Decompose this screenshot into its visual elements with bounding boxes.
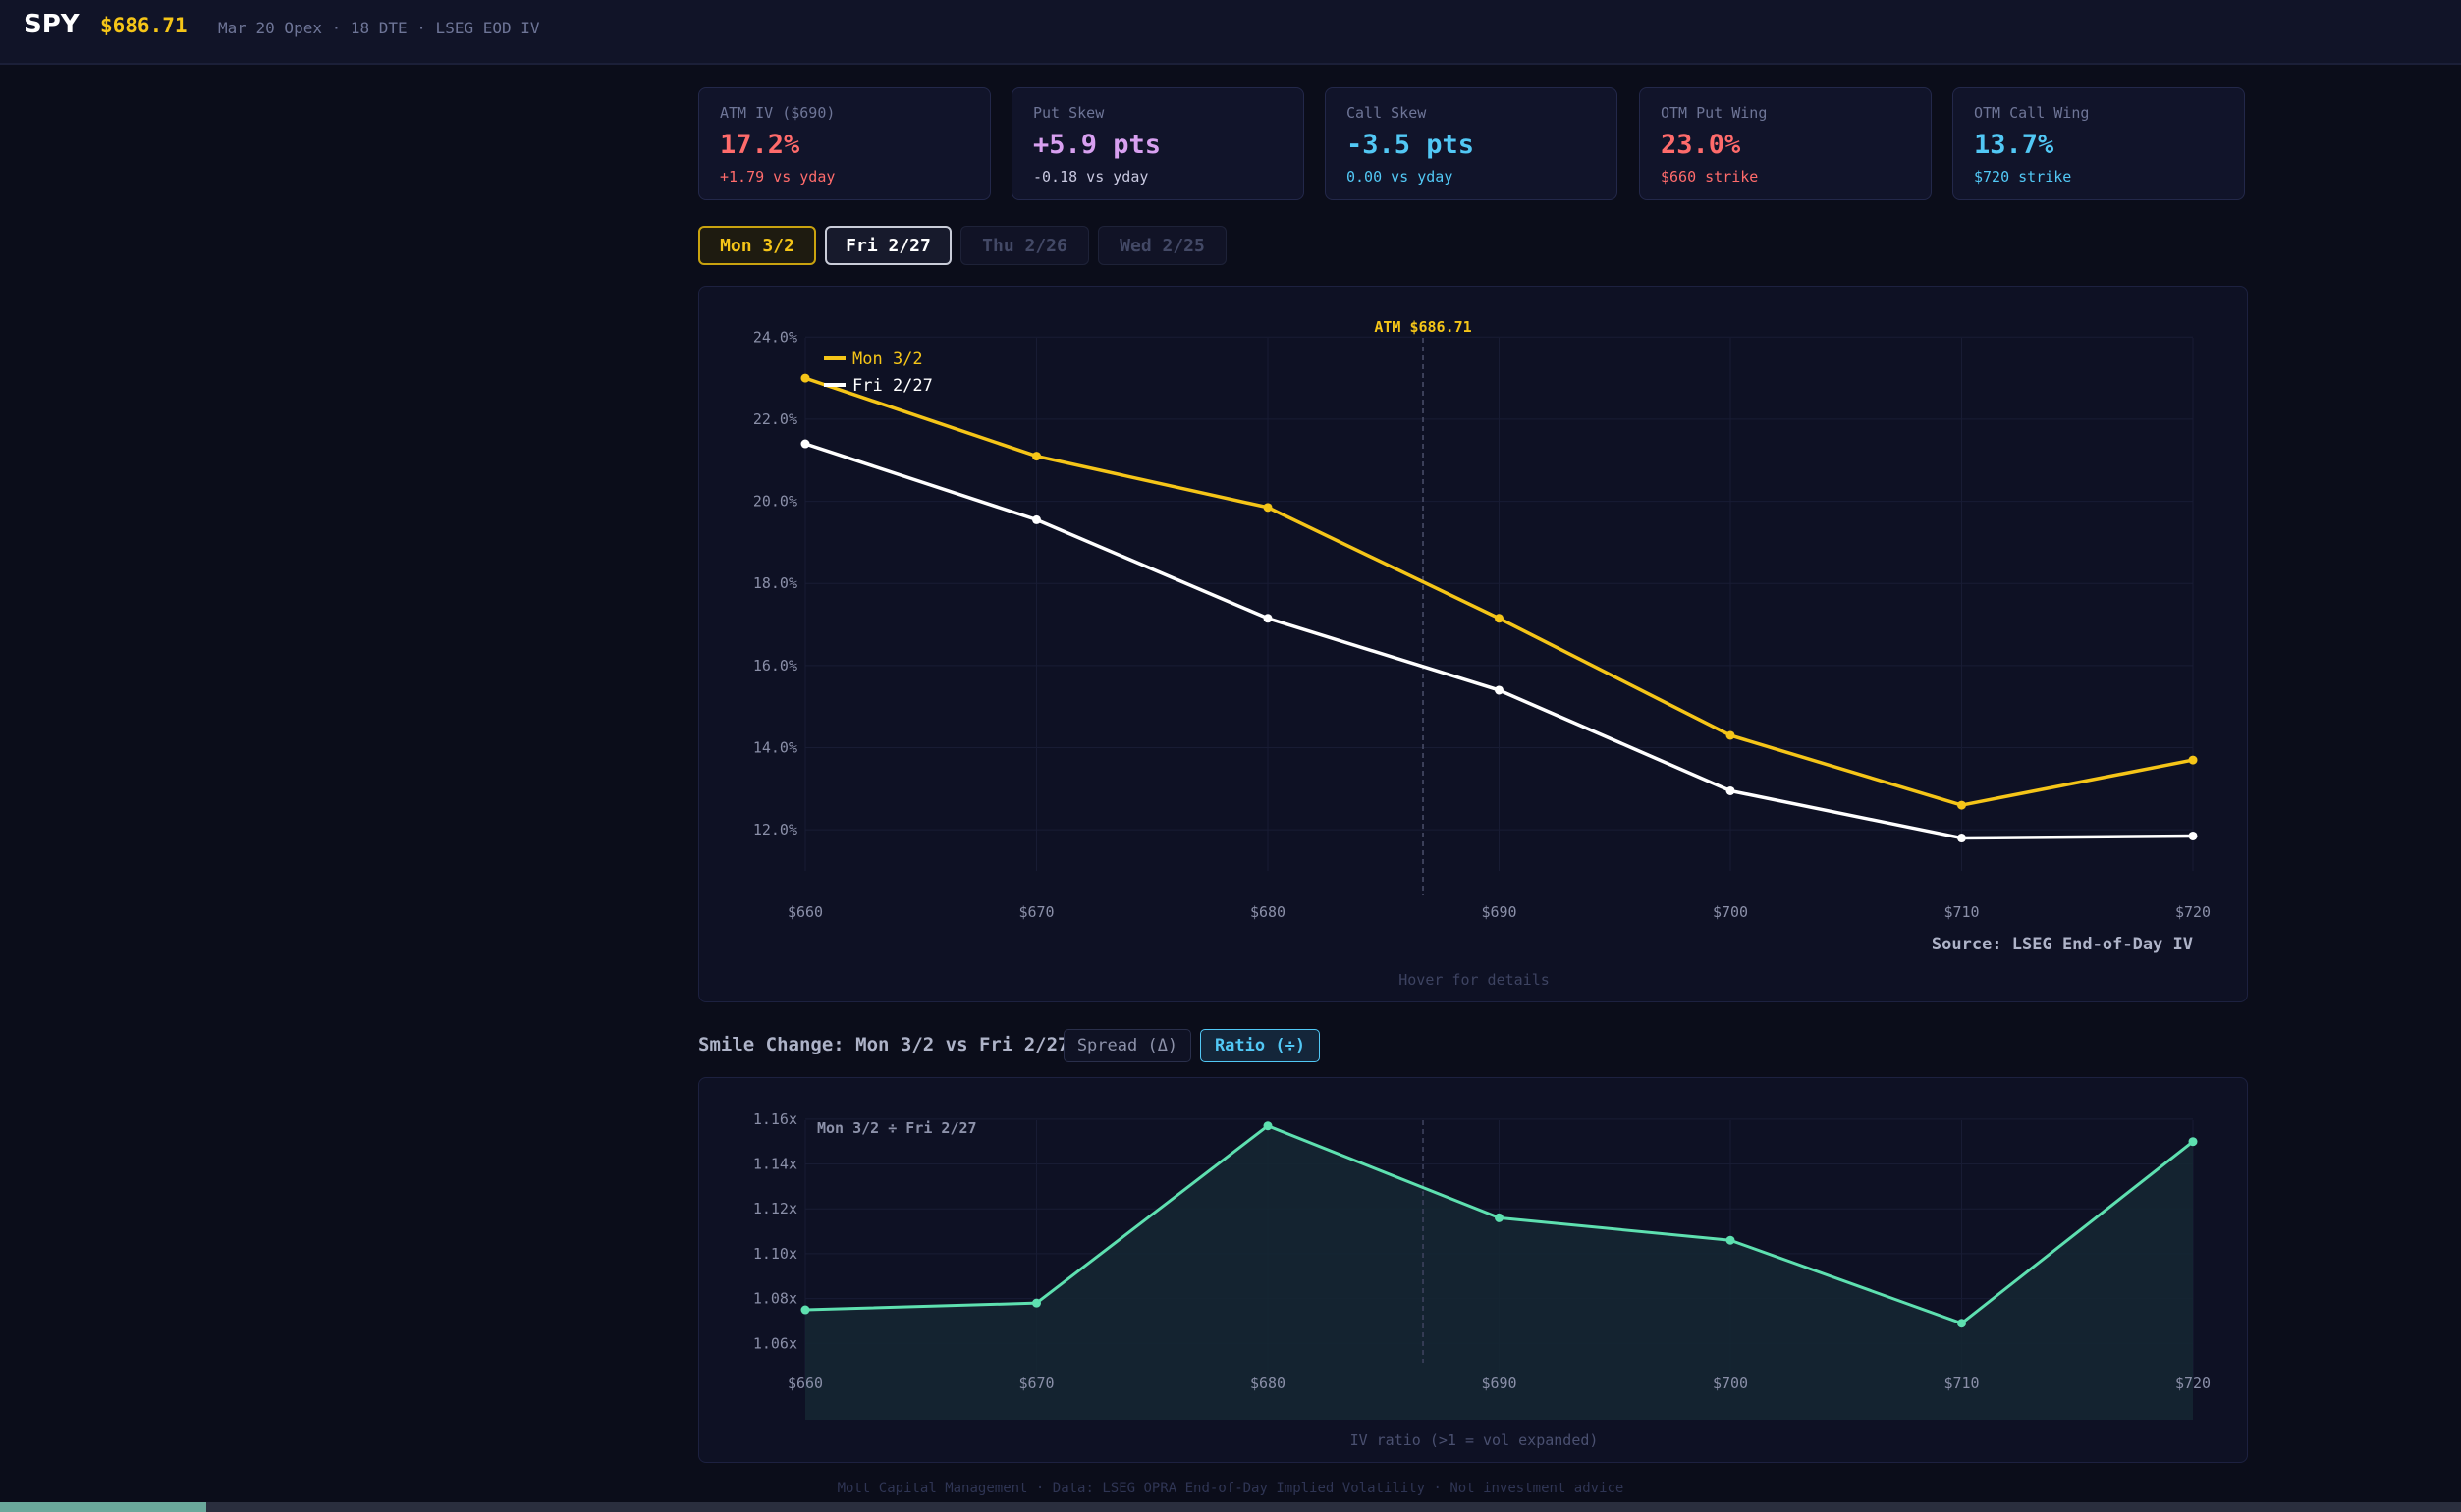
card-label: ATM IV ($690) [720, 104, 836, 122]
ratio-chart-label: Mon 3/2 ÷ Fri 2/27 [817, 1119, 977, 1137]
x-tick-label: $710 [1943, 1375, 1979, 1392]
smile-change-title: Smile Change: Mon 3/2 vs Fri 2/27 [698, 1034, 1069, 1055]
data-point [1263, 1121, 1273, 1131]
card-strike: $720 strike [1974, 168, 2072, 186]
data-point [2188, 755, 2198, 765]
data-point [1263, 614, 1273, 623]
x-tick-label: $680 [1250, 903, 1285, 921]
data-point [1725, 785, 1735, 795]
card-change: +1.79 vs yday [720, 168, 836, 186]
data-point [1957, 834, 1966, 843]
smile-chart[interactable]: ATM $686.71 24.0% 22.0% 20.0% 18.0% 16.0% 14.… [699, 287, 2247, 1001]
x-tick-label: $680 [1250, 1375, 1285, 1392]
card-label: Put Skew [1033, 104, 1105, 122]
card-change: -0.18 vs yday [1033, 168, 1149, 186]
data-point [2188, 1137, 2198, 1147]
card-label: Call Skew [1346, 104, 1427, 122]
legend-label-mon: Mon 3/2 [852, 350, 923, 369]
call-skew-card: Call Skew -3.5 pts 0.00 vs yday [1325, 87, 1617, 200]
data-point [800, 1305, 810, 1315]
spread-mode-button[interactable]: Spread (Δ) [1064, 1029, 1191, 1062]
data-point [1957, 1319, 1966, 1328]
data-point [2188, 831, 2198, 840]
y-tick-label: 20.0% [753, 493, 797, 511]
y-tick-label: 1.14x [753, 1156, 797, 1173]
data-point [1725, 730, 1735, 740]
y-tick-label: 16.0% [753, 657, 797, 675]
x-tick-label: $660 [788, 903, 823, 921]
data-point [1263, 503, 1273, 513]
expiry-meta: Mar 20 Opex · 18 DTE · LSEG EOD IV [218, 19, 540, 37]
y-tick-label: 18.0% [753, 574, 797, 592]
card-change: 0.00 vs yday [1346, 168, 1453, 186]
x-tick-label: $710 [1943, 903, 1979, 921]
y-tick-label: 1.08x [753, 1290, 797, 1308]
x-tick-label: $720 [2175, 1375, 2211, 1392]
x-tick-label: $670 [1018, 1375, 1054, 1392]
card-value: 13.7% [1974, 130, 2054, 160]
y-tick-label: 24.0% [753, 328, 797, 346]
tab-fri-2-27[interactable]: Fri 2/27 [825, 226, 952, 265]
y-tick-label: 22.0% [753, 410, 797, 428]
otm-put-wing-card: OTM Put Wing 23.0% $660 strike [1639, 87, 1932, 200]
footer-disclaimer: Mott Capital Management · Data: LSEG OPR… [837, 1481, 1624, 1496]
legend-label-fri: Fri 2/27 [852, 376, 933, 396]
y-tick-label: 1.10x [753, 1245, 797, 1263]
put-skew-card: Put Skew +5.9 pts -0.18 vs yday [1012, 87, 1304, 200]
x-tick-label: $720 [2175, 903, 2211, 921]
data-point [1957, 800, 1966, 810]
x-tick-label: $690 [1481, 903, 1516, 921]
data-point [1725, 1235, 1735, 1245]
data-point [1495, 685, 1504, 695]
card-value: -3.5 pts [1346, 130, 1475, 160]
y-tick-label: 1.16x [753, 1110, 797, 1128]
card-value: 17.2% [720, 130, 800, 160]
x-tick-label: $670 [1018, 903, 1054, 921]
x-tick-label: $700 [1713, 903, 1748, 921]
ratio-caption: IV ratio (>1 = vol expanded) [1350, 1431, 1599, 1449]
data-point [800, 373, 810, 383]
tab-mon-3-2[interactable]: Mon 3/2 [698, 226, 816, 265]
data-point [800, 439, 810, 449]
ratio-chart[interactable]: 1.16x 1.14x 1.12x 1.10x 1.08x 1.06x $660 $670 $… [699, 1078, 2247, 1462]
y-tick-label: 12.0% [753, 821, 797, 838]
x-tick-label: $690 [1481, 1375, 1516, 1392]
y-tick-label: 14.0% [753, 739, 797, 757]
card-value: +5.9 pts [1033, 130, 1162, 160]
spot-price: $686.71 [100, 14, 188, 37]
chart-legend: Mon 3/2 Fri 2/27 [824, 350, 933, 396]
x-tick-label: $660 [788, 1375, 823, 1392]
otm-call-wing-card: OTM Call Wing 13.7% $720 strike [1952, 87, 2245, 200]
card-label: OTM Put Wing [1661, 104, 1768, 122]
top-bar: SPY $686.71 Mar 20 Opex · 18 DTE · LSEG … [0, 0, 2461, 65]
ratio-mode-button[interactable]: Ratio (÷) [1200, 1029, 1320, 1062]
ratio-area-fill [805, 1125, 2193, 1420]
x-tick-label: $700 [1713, 1375, 1748, 1392]
data-point [1032, 1298, 1041, 1308]
card-label: OTM Call Wing [1974, 104, 2090, 122]
smile-chart-panel: ATM $686.71 24.0% 22.0% 20.0% 18.0% 16.0% 14.… [698, 286, 2248, 1002]
data-point [1495, 1213, 1504, 1222]
source-label: Source: LSEG End-of-Day IV [1932, 935, 2193, 954]
data-point [1495, 614, 1504, 623]
data-point [1032, 452, 1041, 461]
card-value: 23.0% [1661, 130, 1741, 160]
atm-iv-card: ATM IV ($690) 17.2% +1.79 vs yday [698, 87, 991, 200]
data-point [1032, 514, 1041, 524]
tab-wed-2-25[interactable]: Wed 2/25 [1098, 226, 1227, 265]
y-tick-label: 1.12x [753, 1200, 797, 1217]
ratio-chart-panel: 1.16x 1.14x 1.12x 1.10x 1.08x 1.06x $660 $670 $… [698, 1077, 2248, 1463]
bottom-strip [0, 1502, 2461, 1512]
y-tick-label: 1.06x [753, 1334, 797, 1352]
atm-label: ATM $686.71 [1374, 318, 1471, 336]
card-strike: $660 strike [1661, 168, 1759, 186]
ticker-symbol: SPY [24, 10, 80, 39]
hover-hint: Hover for details [1398, 971, 1550, 989]
tab-thu-2-26[interactable]: Thu 2/26 [960, 226, 1089, 265]
